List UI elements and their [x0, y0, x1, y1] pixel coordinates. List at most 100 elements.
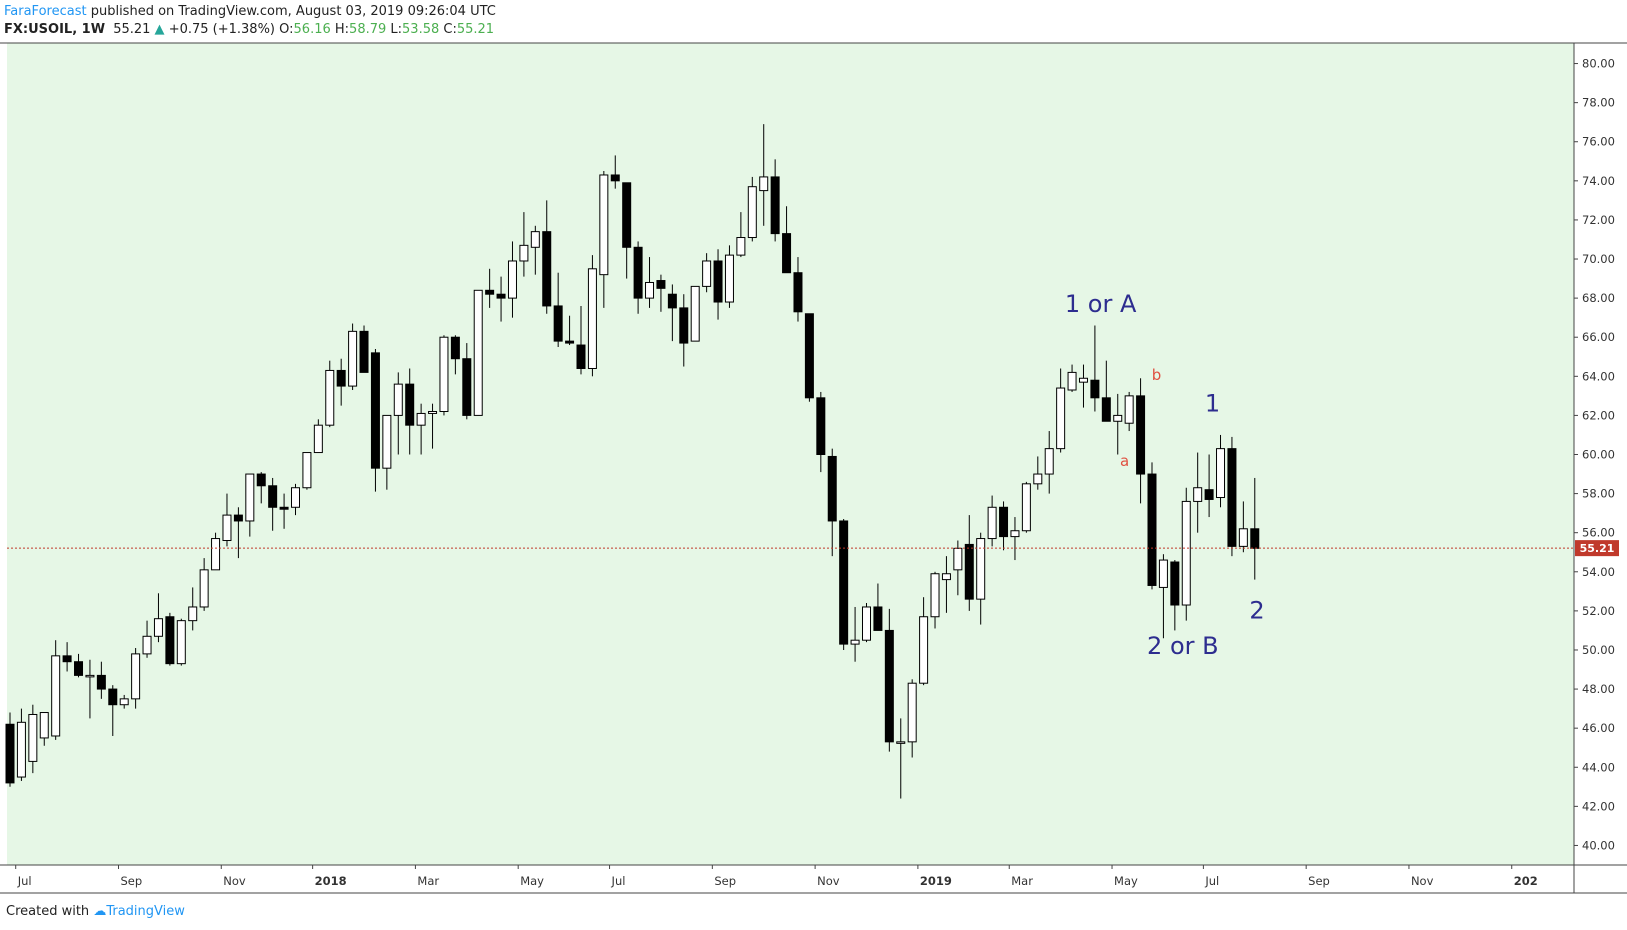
candle — [108, 685, 118, 736]
symbol-name[interactable]: FX:USOIL, 1W — [4, 22, 106, 37]
candle-body — [62, 655, 72, 663]
candle-body — [1181, 500, 1191, 606]
candle-body — [153, 618, 163, 637]
candle — [610, 155, 620, 189]
candle-body — [576, 344, 586, 369]
candle-body — [405, 383, 415, 426]
candle — [839, 519, 849, 650]
candle-body — [873, 606, 883, 631]
candle-body — [713, 260, 723, 303]
candle — [370, 348, 380, 492]
candle — [359, 325, 369, 373]
candle-body — [622, 182, 632, 248]
candle — [131, 648, 141, 709]
low-value: 53.58 — [402, 22, 440, 37]
price-tick-label: 52.00 — [1582, 604, 1615, 618]
candle-body — [804, 313, 814, 399]
candle — [862, 603, 871, 643]
annotation-layer: 1 or A b a 1 2 2 or B — [1065, 290, 1265, 660]
price-tick-label: 68.00 — [1582, 291, 1615, 305]
price-tick-label: 80.00 — [1582, 57, 1615, 71]
time-tick-label: 2019 — [920, 874, 952, 888]
candle — [1250, 477, 1260, 580]
candle — [1067, 364, 1077, 392]
candle-body — [770, 176, 780, 235]
candle — [28, 704, 38, 774]
candle-body — [1056, 387, 1066, 450]
last-value: 55.21 — [113, 22, 151, 37]
candle-body — [519, 244, 529, 262]
price-tick-label: 74.00 — [1582, 174, 1615, 188]
candle — [770, 159, 780, 242]
candle-body — [816, 397, 826, 455]
candle-body — [610, 174, 620, 182]
price-tick-label: 40.00 — [1582, 838, 1615, 852]
candle-body — [473, 289, 483, 416]
candle-body — [142, 635, 152, 655]
price-axis: 40.00 42.00 44.00 46.00 48.00 50.00 52.00 54.00… — [1574, 57, 1615, 852]
candle-body — [507, 260, 517, 299]
time-tick-label: Nov — [223, 874, 246, 888]
candle-body — [359, 330, 369, 373]
price-tick-label: 54.00 — [1582, 565, 1615, 579]
tradingview-brand-link[interactable]: TradingView — [106, 904, 185, 919]
time-tick-label: Jul — [1204, 874, 1219, 888]
author-link[interactable]: FaraForecast — [4, 4, 87, 19]
candle-body — [542, 231, 552, 307]
candle — [1021, 481, 1031, 533]
last-price-line-layer: 55.21 — [7, 540, 1619, 557]
candle-body — [39, 712, 49, 739]
candle-body — [1204, 489, 1214, 500]
candle — [907, 679, 917, 758]
candle-body — [987, 506, 997, 540]
candle — [565, 315, 575, 346]
candle — [747, 176, 757, 242]
candle — [1078, 364, 1088, 408]
candle — [325, 360, 335, 428]
price-tick-label: 44.00 — [1582, 760, 1615, 774]
candle — [679, 294, 689, 367]
candle — [85, 659, 95, 719]
last-price-label: 55.21 — [1580, 542, 1615, 555]
candle-body — [211, 538, 221, 571]
candle-body — [1113, 414, 1123, 422]
time-tick-label: 202 — [1514, 874, 1538, 888]
candle-body — [724, 254, 734, 303]
candle-body — [199, 569, 209, 608]
candle — [1158, 554, 1168, 639]
price-tick-label: 72.00 — [1582, 213, 1615, 227]
candle — [1136, 378, 1146, 504]
candle-body — [245, 473, 255, 522]
price-tick-label: 78.00 — [1582, 96, 1615, 110]
candle — [587, 255, 597, 377]
candle — [667, 284, 677, 342]
candle-body — [85, 674, 95, 678]
candle — [1181, 487, 1191, 621]
candle — [622, 182, 632, 279]
candle-body — [336, 369, 346, 387]
candle — [633, 241, 643, 314]
candle-body — [599, 174, 609, 276]
time-tick-label: Sep — [1308, 874, 1330, 888]
candle-body — [667, 293, 677, 309]
wave-label: 1 or A — [1065, 290, 1137, 318]
candle-body — [439, 336, 449, 412]
tradingview-logo-icon[interactable]: ☁ — [93, 904, 107, 919]
candle-body — [1158, 559, 1168, 588]
price-tick-label: 56.00 — [1582, 526, 1615, 540]
candle — [1124, 391, 1134, 432]
candle — [199, 558, 209, 611]
candle-body — [165, 616, 175, 665]
candle-body — [941, 573, 951, 581]
candle-body — [690, 285, 700, 342]
candle-body — [370, 352, 380, 469]
candle-body — [964, 543, 974, 600]
candle — [256, 472, 266, 504]
high-value: 58.79 — [349, 22, 387, 37]
candle — [1216, 434, 1226, 508]
candle — [302, 452, 312, 490]
candle — [348, 323, 358, 390]
candle — [919, 597, 929, 686]
candle-body — [5, 723, 15, 784]
